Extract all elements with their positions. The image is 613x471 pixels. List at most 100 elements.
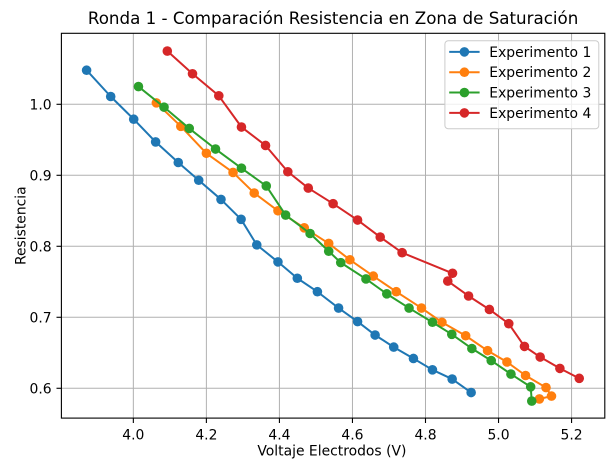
series-4-marker-9: [352, 215, 363, 225]
x-tick-label-4.0: 4.0: [122, 427, 144, 443]
series-1-marker-8: [236, 214, 246, 225]
series-1-marker-12: [312, 286, 323, 297]
series-2-marker-10: [368, 271, 379, 281]
series-4-marker-18: [535, 352, 545, 362]
series-4-marker-6: [283, 166, 293, 177]
series-3-marker-10: [335, 257, 346, 268]
series-3-marker-15: [446, 329, 457, 340]
series-2-marker-5: [249, 188, 260, 198]
series-3-marker-16: [467, 343, 477, 354]
series-3-marker-3: [184, 123, 195, 134]
series-experimento-3: [133, 81, 537, 406]
series-1-marker-20: [466, 387, 476, 398]
series-3-marker-13: [404, 303, 414, 313]
series-2-marker-8: [323, 238, 334, 249]
series-2-marker-9: [345, 254, 355, 265]
x-tick-label-4.4: 4.4: [268, 427, 290, 443]
legend-entry-experimento-1: Experimento 1: [449, 45, 591, 61]
series-4-marker-12: [447, 268, 458, 279]
series-1-marker-14: [352, 316, 363, 327]
series-4-marker-3: [214, 90, 224, 101]
x-tick-label-4.2: 4.2: [195, 427, 217, 443]
series-2-marker-16: [502, 357, 512, 367]
series-2-marker-13: [437, 317, 447, 328]
x-tick-label-4.6: 4.6: [341, 427, 363, 443]
series-2-marker-15: [482, 345, 493, 356]
series-1-marker-6: [193, 175, 204, 186]
series-2-marker-12: [416, 303, 427, 313]
series-1-marker-9: [251, 240, 262, 250]
y-tick-label-0.9: 0.9: [30, 168, 52, 184]
series-1-marker-2: [105, 91, 116, 102]
series-1-marker-1: [81, 65, 92, 76]
series-2-marker-3: [201, 148, 212, 159]
x-tick-label-5.2: 5.2: [561, 427, 583, 443]
series-4-marker-15: [484, 304, 495, 315]
axes-frame: [60, 32, 606, 419]
series-4-marker-17: [519, 341, 530, 352]
y-tick-label-0.6: 0.6: [30, 381, 52, 397]
x-tick-label-4.8: 4.8: [414, 427, 436, 443]
series-4-marker-1: [162, 46, 173, 56]
series-3-marker-7: [280, 210, 291, 220]
series-1-marker-11: [292, 273, 303, 284]
series-3-marker-1: [133, 81, 144, 92]
series-1-marker-10: [273, 257, 283, 267]
y-axis-label: Resistencia: [14, 186, 30, 265]
series-4-marker-4: [236, 122, 247, 132]
series-2-marker-11: [391, 286, 402, 297]
series-1-marker-17: [408, 353, 419, 364]
series-2-marker-14: [460, 330, 471, 341]
series-4-marker-8: [328, 198, 338, 209]
series-2-marker-18: [541, 382, 551, 393]
series-3-marker-19: [525, 382, 536, 392]
axes-layer: [60, 32, 606, 419]
series-3-marker-20: [526, 396, 537, 406]
legend-label-2: Experimento 2: [489, 65, 591, 81]
tick-layer: 4.0 4.2 4.4 4.6 4.8 5.0 5.2 0.6 0.7 0.8 0.9 1.0: [30, 97, 583, 443]
series-3-marker-17: [486, 355, 497, 366]
series-4-marker-11: [397, 247, 407, 258]
series-3-marker-14: [427, 317, 438, 328]
legend-label-4: Experimento 4: [489, 106, 591, 122]
series-1-marker-19: [447, 374, 457, 384]
legend-marker-1: [459, 47, 470, 57]
series-3-marker-5: [236, 163, 247, 173]
legend-label-3: Experimento 3: [489, 86, 591, 102]
series-2-marker-19: [546, 391, 557, 401]
series-1-marker-4: [150, 137, 161, 147]
legend-label-1: Experimento 1: [489, 45, 591, 61]
series-3-marker-8: [305, 228, 315, 239]
series-2-marker-4: [228, 167, 238, 178]
series-3-marker-12: [381, 289, 392, 299]
series-experimento-4: [162, 46, 585, 384]
series-3-marker-2: [159, 102, 169, 112]
series-4-marker-19: [555, 363, 565, 374]
series-1-marker-18: [427, 365, 438, 375]
chart-title: Ronda 1 - Comparación Resistencia en Zon…: [88, 8, 578, 28]
x-tick-label-5.0: 5.0: [487, 427, 509, 443]
x-axis-label: Voltaje Electrodos (V): [257, 444, 406, 460]
series-3-marker-6: [261, 181, 272, 191]
series-experimento-1: [81, 65, 476, 398]
series-3-marker-18: [506, 369, 516, 379]
series-2-marker-20: [534, 394, 545, 404]
y-tick-label-0.7: 0.7: [30, 310, 52, 326]
legend-marker-4: [459, 108, 470, 118]
series-1-marker-16: [388, 342, 399, 352]
series-experimento-2: [151, 98, 557, 404]
series-1-marker-15: [370, 330, 380, 340]
series-4-marker-7: [303, 183, 314, 193]
legend-entry-experimento-2: Experimento 2: [449, 65, 591, 81]
legend-entry-experimento-4: Experimento 4: [449, 106, 591, 122]
series-3-marker-4: [210, 144, 221, 154]
series-4-marker-14: [463, 291, 474, 301]
legend-marker-2: [459, 67, 470, 78]
series-4-marker-10: [375, 232, 386, 242]
series-layer: [81, 46, 585, 406]
series-2-marker-17: [520, 370, 531, 381]
legend: Experimento 1 Experimento 2 Experimento 3 E…: [444, 40, 600, 130]
series-4-marker-16: [503, 318, 514, 329]
